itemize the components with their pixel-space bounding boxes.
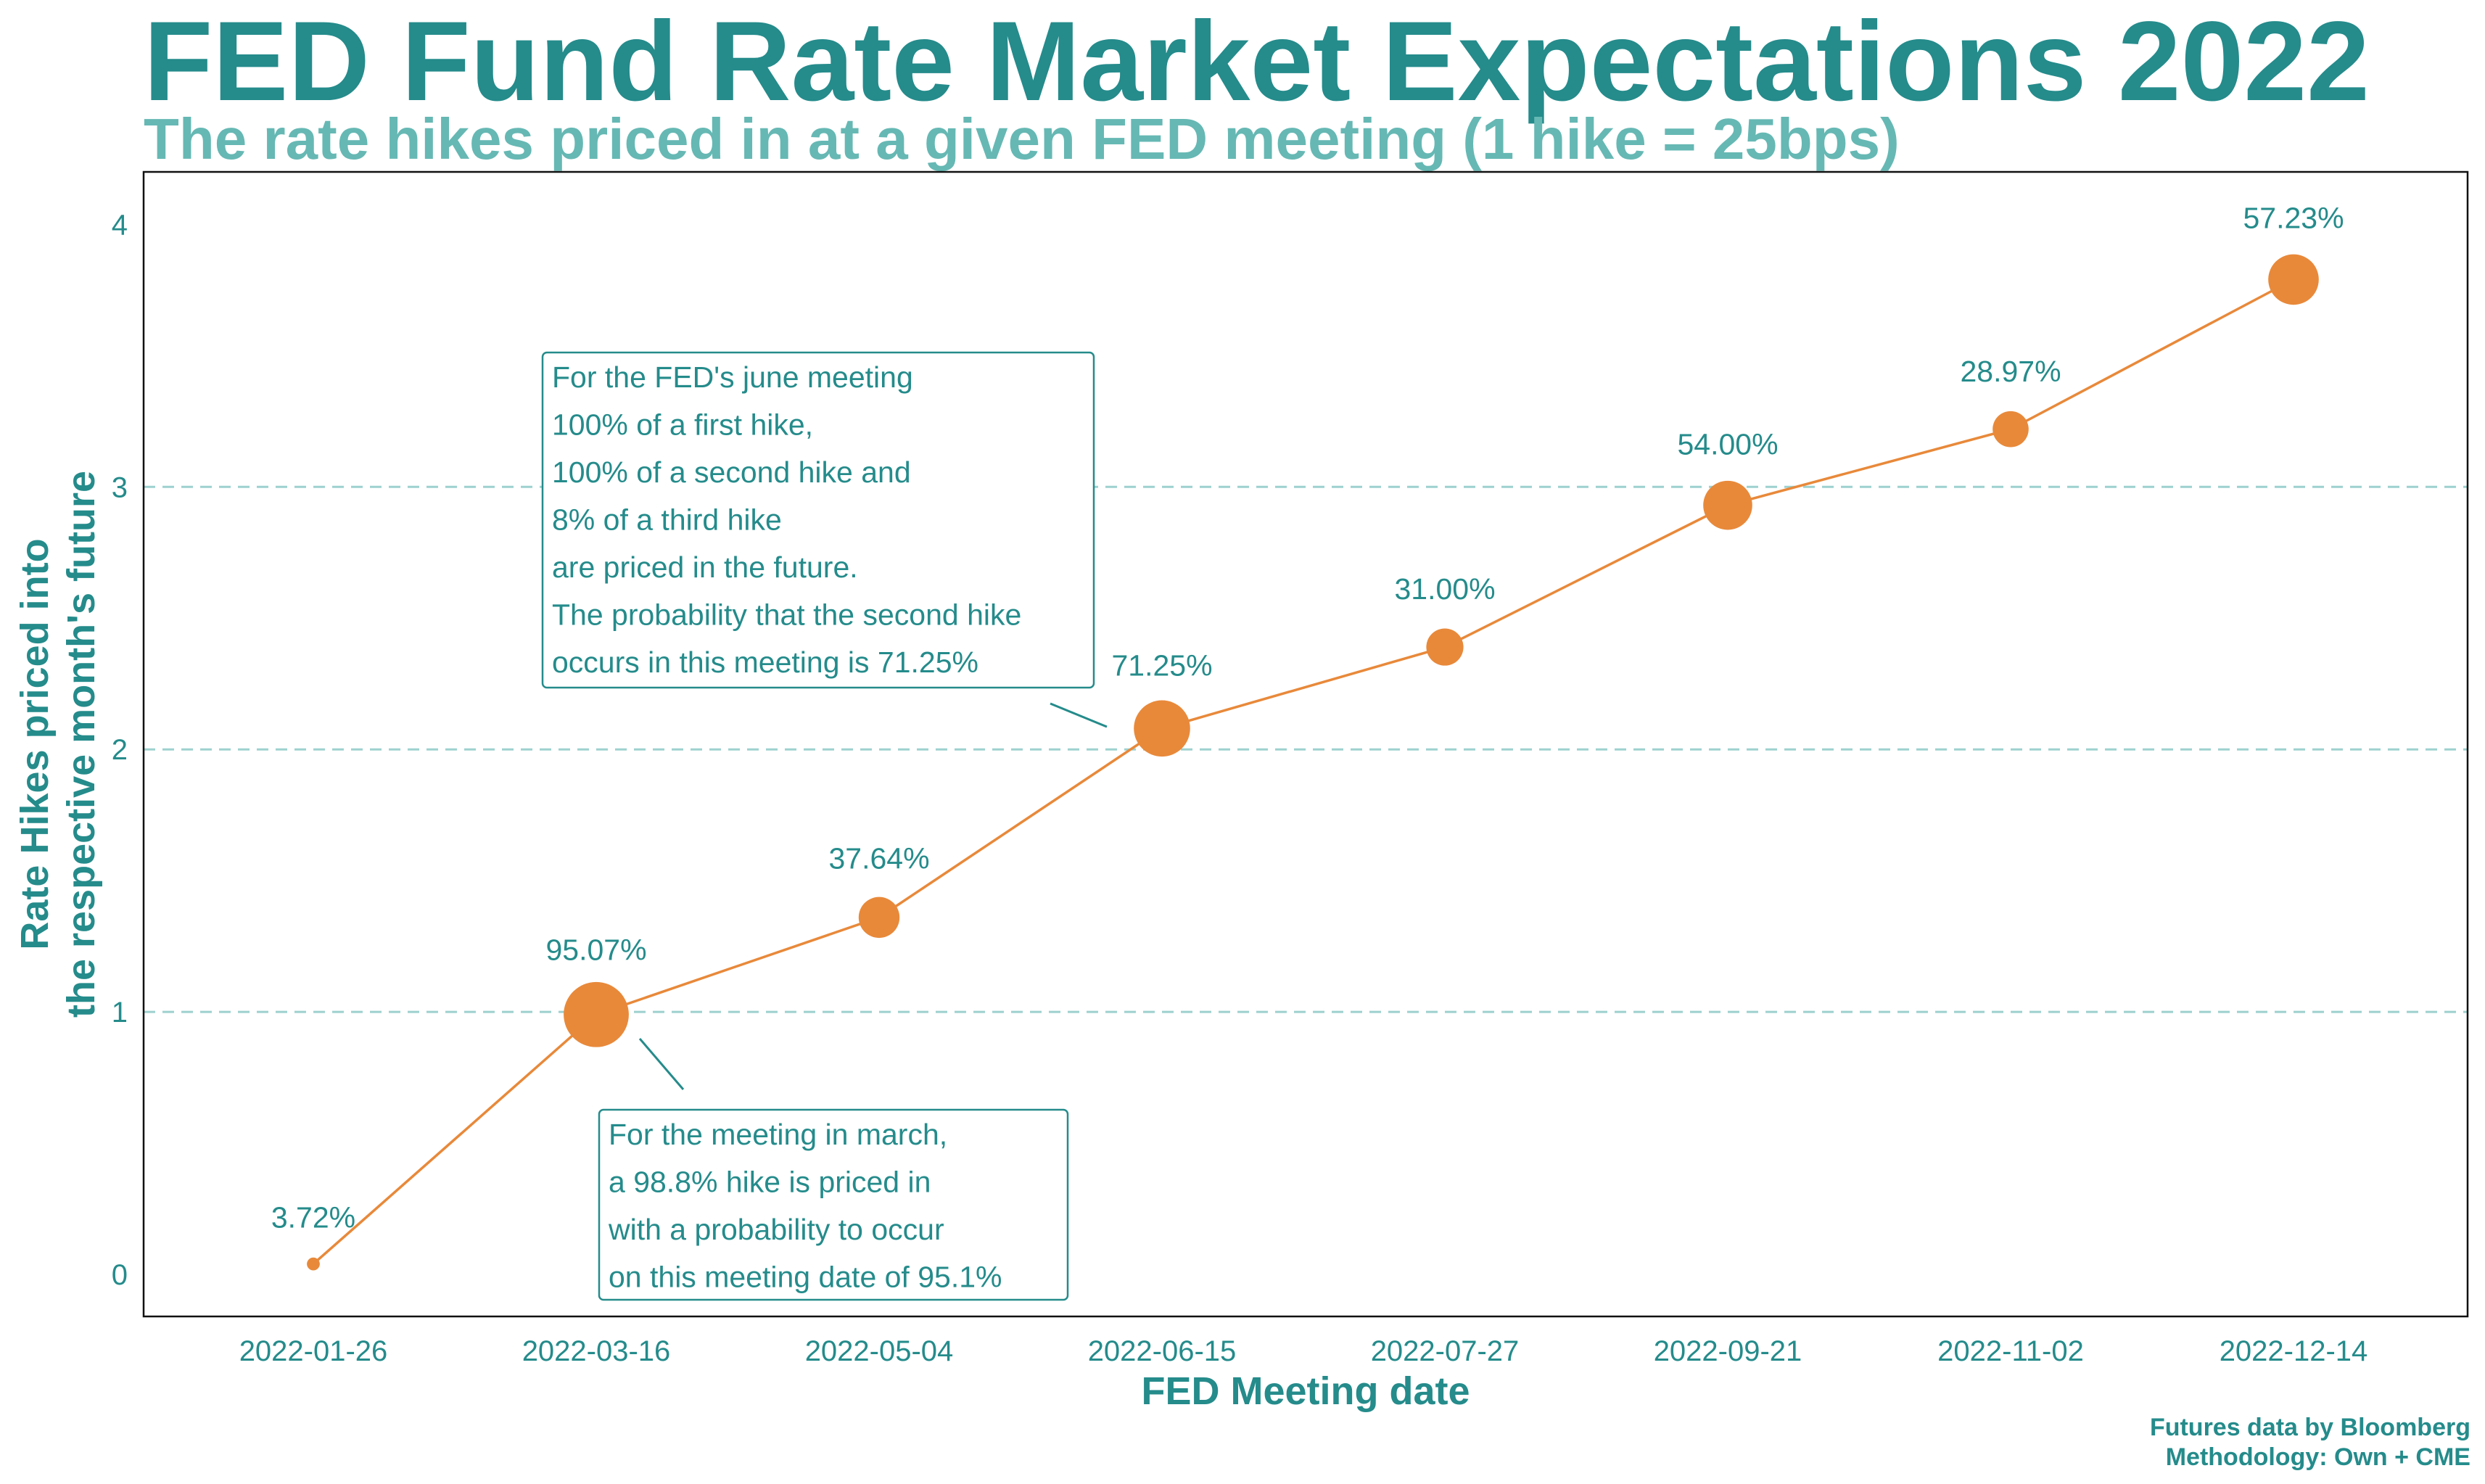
credit: Futures data by Bloomberg Methodology: O… [2150,1413,2470,1473]
y-tick-label-3: 3 [112,471,128,503]
annotation-2-line-2: a 98.8% hike is priced in [609,1166,931,1199]
data-label-2022-05-04: 37.64% [828,841,929,875]
annotation-2-line-3: with a probability to occur [608,1213,944,1246]
x-tick-label-2022-06-15: 2022-06-15 [1088,1335,1237,1367]
x-tick-label-2022-12-14: 2022-12-14 [2220,1335,2368,1367]
marker-2022-09-21 [1703,480,1752,530]
annotation-1-line-2: 100% of a first hike, [552,408,813,442]
annotation-box-1: For the FED's june meeting 100% of a firs… [541,351,1095,689]
series-markers [307,254,2319,1271]
x-tick-label-2022-01-26: 2022-01-26 [239,1335,388,1367]
marker-2022-05-04 [858,896,900,939]
x-axis-title: FED Meeting date [1141,1369,1470,1413]
y-axis-title-line-2: the respective month's future [59,471,103,1018]
marker-2022-12-14 [2268,254,2319,305]
data-label-2022-11-02: 28.97% [1960,355,2061,388]
annotation-1-line-3: 100% of a second hike and [552,455,911,489]
data-label-2022-01-26: 3.72% [271,1201,355,1234]
x-tick-label-2022-07-27: 2022-07-27 [1371,1335,1520,1367]
x-tick-label-2022-11-02: 2022-11-02 [1937,1335,2084,1367]
annotation-leader-2 [638,1038,685,1090]
annotation-2-line-4: on this meeting date of 95.1% [609,1261,1002,1294]
y-tick-label-0: 0 [112,1259,128,1291]
x-tick-label-2022-03-16: 2022-03-16 [522,1335,671,1367]
credit-line-data-source: Futures data by Bloomberg [2149,1414,2470,1441]
data-label-2022-09-21: 54.00% [1677,427,1778,461]
annotation-leader-1 [1050,702,1108,728]
annotation-1-line-5: are priced in the future. [552,551,858,584]
annotation-1-line-1: For the FED's june meeting [552,360,913,394]
x-axis-ticks: 2022-01-26 2022-03-16 2022-05-04 2022-06-15… [239,1335,2368,1367]
data-labels: 3.72% 95.07% 37.64% 71.25% 31.00% 54.00% 28.97… [271,202,2344,1234]
credit-line-methodology: Methodology: Own + CME [2165,1443,2470,1472]
data-label-2022-03-16: 95.07% [545,933,646,966]
y-axis-title: Rate Hikes priced into the respective mon… [13,471,103,1018]
annotations: For the FED's june meeting 100% of a firs… [541,351,1095,1301]
annotation-1-line-6: The probability that the second hike [552,598,1021,632]
marker-2022-03-16 [564,981,629,1047]
annotation-frame-2 [598,1108,1069,1301]
annotation-frame-1 [541,351,1095,689]
data-label-2022-06-15: 71.25% [1111,649,1212,683]
grid-lines [144,485,2468,1013]
annotation-2-line-1: For the meeting in march, [609,1118,947,1151]
series-line [312,278,2294,1265]
y-tick-label-4: 4 [112,209,128,241]
chart-title: FED Fund Rate Market Expectations 2022 [144,0,2370,125]
plot-frame [142,170,2469,1318]
x-tick-label-2022-05-04: 2022-05-04 [805,1335,954,1367]
y-tick-label-1: 1 [112,997,128,1029]
annotation-box-2: For the meeting in march, a 98.8% hike is… [598,1108,1069,1301]
marker-2022-11-02 [1992,411,2029,448]
x-tick-label-2022-09-21: 2022-09-21 [1654,1335,1802,1367]
marker-2022-06-15 [1134,700,1190,757]
chart-subtitle: The rate hikes priced in at a given FED … [144,107,1900,171]
y-axis-title-line-1: Rate Hikes priced into [13,538,57,949]
y-tick-label-2: 2 [112,734,128,766]
data-label-2022-07-27: 31.00% [1394,572,1495,606]
annotation-leaders [638,702,1108,1090]
y-axis-ticks: 0 1 2 3 4 [112,209,128,1291]
marker-2022-01-26 [307,1257,320,1271]
marker-2022-07-27 [1426,628,1464,666]
annotation-1-line-4: 8% of a third hike [552,503,782,537]
data-label-2022-12-14: 57.23% [2243,202,2344,235]
annotation-1-line-7: occurs in this meeting is 71.25% [552,646,978,679]
